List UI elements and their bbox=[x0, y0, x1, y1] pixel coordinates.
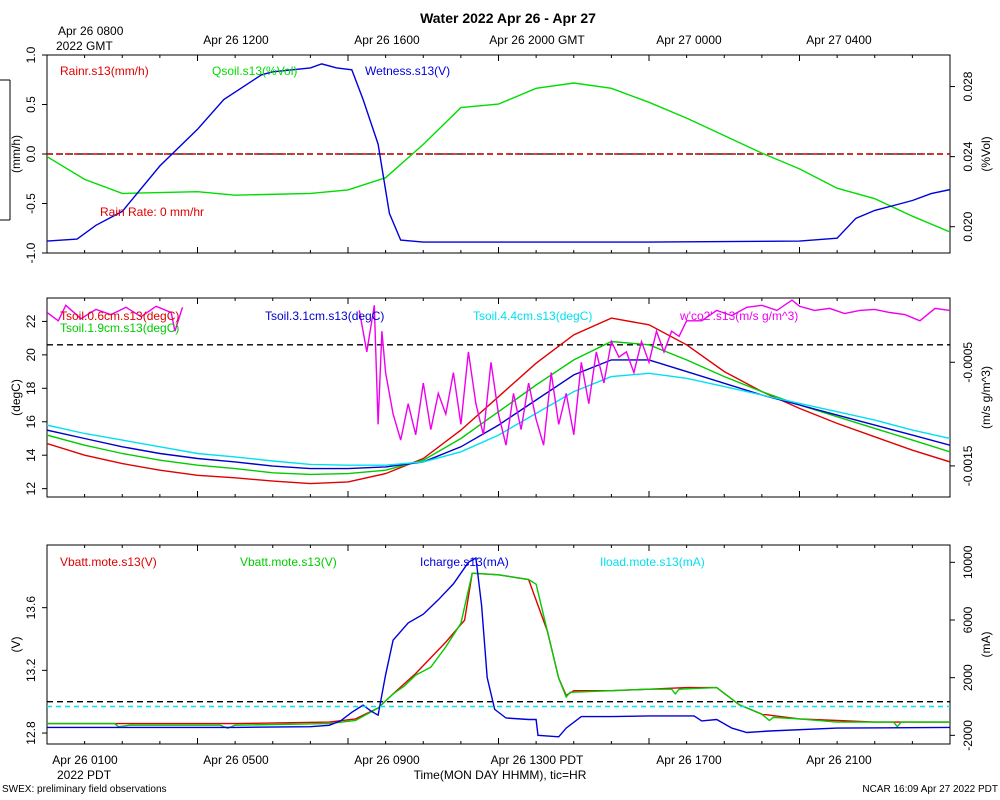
series-line-3 bbox=[47, 556, 950, 738]
legend-entry-2: Vbatt.mote.s13(V) bbox=[240, 555, 337, 569]
y-left-tick-label: 18 bbox=[24, 381, 38, 395]
y-right-tick-label: 0.024 bbox=[961, 141, 975, 171]
bottom-tick-label: Apr 26 1700 bbox=[656, 753, 722, 767]
top-axis-start-label: Apr 26 0800 bbox=[58, 24, 124, 38]
legend-entry-3: Wetness.s13(V) bbox=[365, 64, 450, 78]
series-line-1 bbox=[47, 572, 950, 725]
y-right-tick-label: 10000 bbox=[961, 545, 975, 579]
y-left-axis-label: (mm/h) bbox=[9, 135, 23, 173]
y-left-axis-label: (degC) bbox=[9, 379, 23, 416]
series-line-4 bbox=[47, 372, 950, 466]
top-axis-tick-labels: Apr 26 1200 Apr 26 1600 Apr 26 2000 GMT Apr… bbox=[203, 33, 872, 47]
series-line-1 bbox=[47, 317, 950, 485]
legend-entry-1: Vbatt.mote.s13(V) bbox=[60, 555, 157, 569]
top-tick-label: Apr 27 0000 bbox=[656, 33, 722, 47]
series-line-3 bbox=[47, 359, 950, 470]
bottom-tick-label: Apr 26 0900 bbox=[354, 753, 420, 767]
series-group bbox=[47, 299, 950, 485]
y-left-tick-label: 12 bbox=[24, 482, 38, 496]
series-line-2 bbox=[47, 82, 950, 233]
series-line-2 bbox=[47, 572, 950, 730]
legend-entry-5: w'co2'.s13(m/s g/m^3) bbox=[679, 309, 798, 323]
chart-title: Water 2022 Apr 26 - Apr 27 bbox=[420, 10, 596, 26]
series-line-2 bbox=[47, 340, 950, 476]
y-right-tick-label: -2000 bbox=[961, 720, 975, 751]
legend-entry-4: Tsoil.4.4cm.s13(degC) bbox=[473, 309, 592, 323]
series-line-3 bbox=[47, 63, 950, 243]
y-right-axis-label: (mA) bbox=[979, 632, 993, 658]
panel-1: -1.0 -0.5 0.0 0.5 1.0 0.020 0.024 0.028 (mm/h) (%… bbox=[9, 46, 993, 263]
y-left-tick-label: 0.0 bbox=[24, 145, 38, 162]
y-right-tick-label: -0.0015 bbox=[961, 445, 975, 486]
series-line-5 bbox=[47, 299, 950, 446]
top-tick-label: Apr 27 0400 bbox=[806, 33, 872, 47]
legend-entry-3: Icharge.s13(mA) bbox=[420, 555, 509, 569]
left-edge-marker bbox=[0, 79, 11, 221]
bottom-tick-label: Apr 26 0100 bbox=[52, 753, 118, 767]
bottom-axis-tick-labels: Apr 26 0100 Apr 26 0500 Apr 26 0900 Apr 26 … bbox=[52, 753, 872, 767]
y-left-tick-label: -0.5 bbox=[24, 193, 38, 214]
y-right-axis-label: (m/s g/m^3) bbox=[979, 366, 993, 429]
y-right-tick-label: -0.0005 bbox=[961, 342, 975, 383]
bottom-tick-label: Apr 26 1300 PDT bbox=[491, 753, 584, 767]
y-right-axis-label: (%Vol) bbox=[979, 136, 993, 171]
legend-entry-1: Rainr.s13(mm/h) bbox=[60, 64, 149, 78]
panel-3: 12.8 13.2 13.6 -2000 2000 6000 10000 (V) (mA) Vba… bbox=[9, 544, 993, 751]
y-right-tick-label: 6000 bbox=[961, 606, 975, 633]
y-left-tick-label: 0.5 bbox=[24, 96, 38, 113]
top-tick-label: Apr 26 1200 bbox=[203, 33, 269, 47]
chart-panels: -1.0 -0.5 0.0 0.5 1.0 0.020 0.024 0.028 (mm/h) (%… bbox=[9, 46, 993, 750]
panel-2: 12 14 16 18 20 22 -0.0015 -0.0005 (degC) (m/s g/m… bbox=[9, 297, 993, 498]
legend-entry-3: Tsoil.3.1cm.s13(degC) bbox=[265, 309, 384, 323]
series-group bbox=[47, 63, 950, 243]
x-axis-label: Time(MON DAY HHMM), tic=HR bbox=[414, 768, 587, 782]
y-left-tick-label: 20 bbox=[24, 348, 38, 362]
top-axis-start-year: 2022 GMT bbox=[56, 39, 113, 53]
y-left-tick-label: 1.0 bbox=[24, 46, 38, 63]
y-left-tick-label: -1.0 bbox=[24, 242, 38, 263]
y-right-tick-label: 0.028 bbox=[961, 71, 975, 101]
legend-entry-2: Qsoil.s13(%Vol) bbox=[212, 64, 297, 78]
y-left-tick-label: 13.2 bbox=[24, 658, 38, 682]
legend-entry-2: Tsoil.1.9cm.s13(degC) bbox=[60, 321, 179, 335]
top-tick-label: Apr 26 1600 bbox=[354, 33, 420, 47]
y-left-tick-label: 12.8 bbox=[24, 721, 38, 745]
y-left-tick-label: 16 bbox=[24, 415, 38, 429]
top-tick-label: Apr 26 2000 GMT bbox=[489, 33, 585, 47]
bottom-tick-label: Apr 26 2100 bbox=[806, 753, 872, 767]
y-left-axis-label: (V) bbox=[9, 637, 23, 653]
y-left-tick-label: 13.6 bbox=[24, 596, 38, 620]
series-group bbox=[47, 556, 950, 738]
legend-entry-1: Tsoil.0.6cm.s13(degC) bbox=[60, 309, 179, 323]
rain-rate-annotation: Rain Rate: 0 mm/hr bbox=[100, 205, 204, 219]
bottom-tick-label: Apr 26 0500 bbox=[203, 753, 269, 767]
y-right-tick-label: 2000 bbox=[961, 664, 975, 691]
y-left-tick-label: 14 bbox=[24, 448, 38, 462]
footer-right-note: NCAR 16:09 Apr 27 2022 PDT bbox=[862, 784, 998, 795]
legend-entry-4: Iload.mote.s13(mA) bbox=[600, 555, 705, 569]
y-right-tick-label: 0.020 bbox=[961, 211, 975, 241]
bottom-axis-year: 2022 PDT bbox=[57, 768, 112, 782]
footer-left-note: SWEX: preliminary field observations bbox=[2, 784, 167, 795]
y-left-tick-label: 22 bbox=[24, 314, 38, 328]
